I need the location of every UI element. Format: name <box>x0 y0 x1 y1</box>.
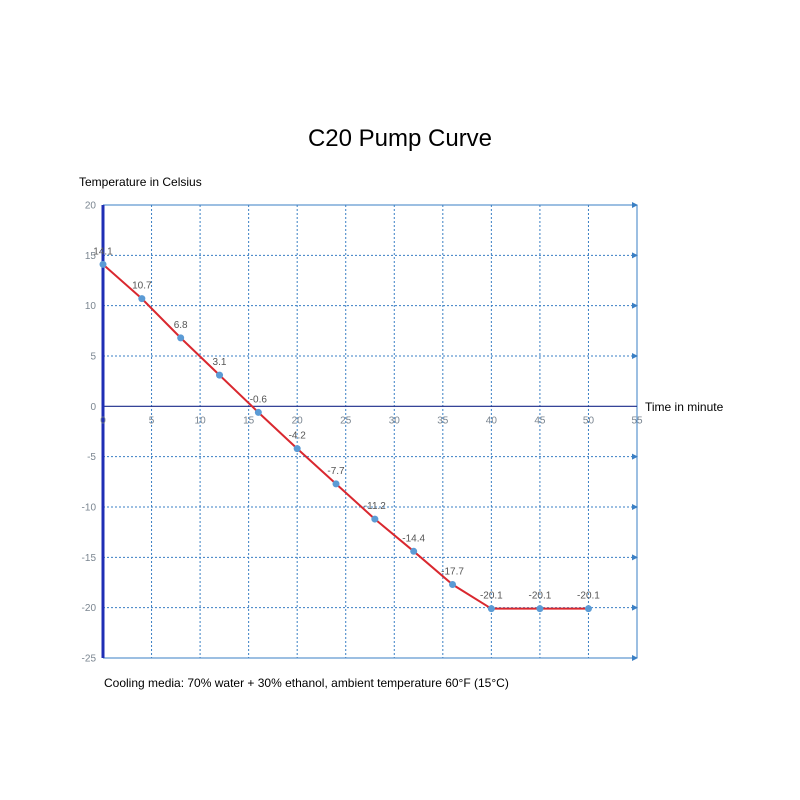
x-tick-label: 5 <box>149 415 155 426</box>
x-tick-label: 55 <box>631 415 643 426</box>
y-tick-label: -5 <box>87 452 96 463</box>
y-tick-label: 10 <box>85 301 97 312</box>
x-tick-label: 50 <box>583 415 595 426</box>
y-tick-label: -10 <box>82 503 97 514</box>
y-tick-label: -25 <box>82 654 97 665</box>
data-label: -11.2 <box>364 501 386 512</box>
data-label: -20.1 <box>480 591 503 602</box>
data-point <box>177 334 185 342</box>
axes <box>101 205 637 658</box>
data-point <box>293 445 301 453</box>
data-label: -4.2 <box>289 431 307 442</box>
data-point <box>536 605 544 613</box>
y-tick-label: 15 <box>85 251 97 262</box>
data-point <box>99 260 107 268</box>
data-point <box>332 480 340 488</box>
x-tick-label: 45 <box>534 415 546 426</box>
x-tick-label: 30 <box>389 415 401 426</box>
x-axis-label: Time in minute <box>645 400 724 414</box>
data-point <box>138 295 146 303</box>
y-tick-label: 0 <box>90 402 96 413</box>
tick-labels: 0 5 10 15 20 25 30 35 40 45 50 5520151050-5-10-15-2… <box>82 201 643 665</box>
x-tick-label: 20 <box>292 415 304 426</box>
data-point <box>216 371 224 379</box>
chart-note: Cooling media: 70% water + 30% ethanol, … <box>104 676 509 690</box>
x-tick-label: 15 <box>243 415 255 426</box>
data-point <box>371 515 379 523</box>
data-point <box>487 605 495 613</box>
data-label: -7.7 <box>327 466 345 477</box>
data-label: 3.1 <box>213 357 227 368</box>
x-tick-label: 10 <box>195 415 207 426</box>
data-label: -20.1 <box>577 591 600 602</box>
y-axis-label: Temperature in Celsius <box>79 175 202 189</box>
x-tick-label: 40 <box>486 415 498 426</box>
data-label: 6.8 <box>174 320 188 331</box>
data-point <box>410 547 418 555</box>
data-label: -14.4 <box>402 533 425 544</box>
x-tick-label: 0 <box>100 415 106 426</box>
data-point <box>449 581 457 589</box>
data-point <box>254 408 262 416</box>
data-label: -17.7 <box>441 567 464 578</box>
y-tick-label: 20 <box>85 201 97 212</box>
data-point <box>584 605 592 613</box>
data-label: 14.1 <box>93 246 113 257</box>
series <box>99 260 592 613</box>
data-label: -20.1 <box>529 591 552 602</box>
chart-title: C20 Pump Curve <box>308 125 492 152</box>
y-tick-label: 5 <box>90 352 96 363</box>
data-label: -0.6 <box>250 394 268 405</box>
y-tick-label: -20 <box>82 603 97 614</box>
grid <box>103 202 638 661</box>
x-tick-label: 35 <box>437 415 449 426</box>
data-label: 10.7 <box>132 281 152 292</box>
y-tick-label: -15 <box>82 553 97 564</box>
data-labels: 14.1 10.7 6.8 3.1 -0.6 -4.2 -7.7 -11.2 -14.4 -17.… <box>93 246 600 601</box>
x-tick-label: 25 <box>340 415 352 426</box>
